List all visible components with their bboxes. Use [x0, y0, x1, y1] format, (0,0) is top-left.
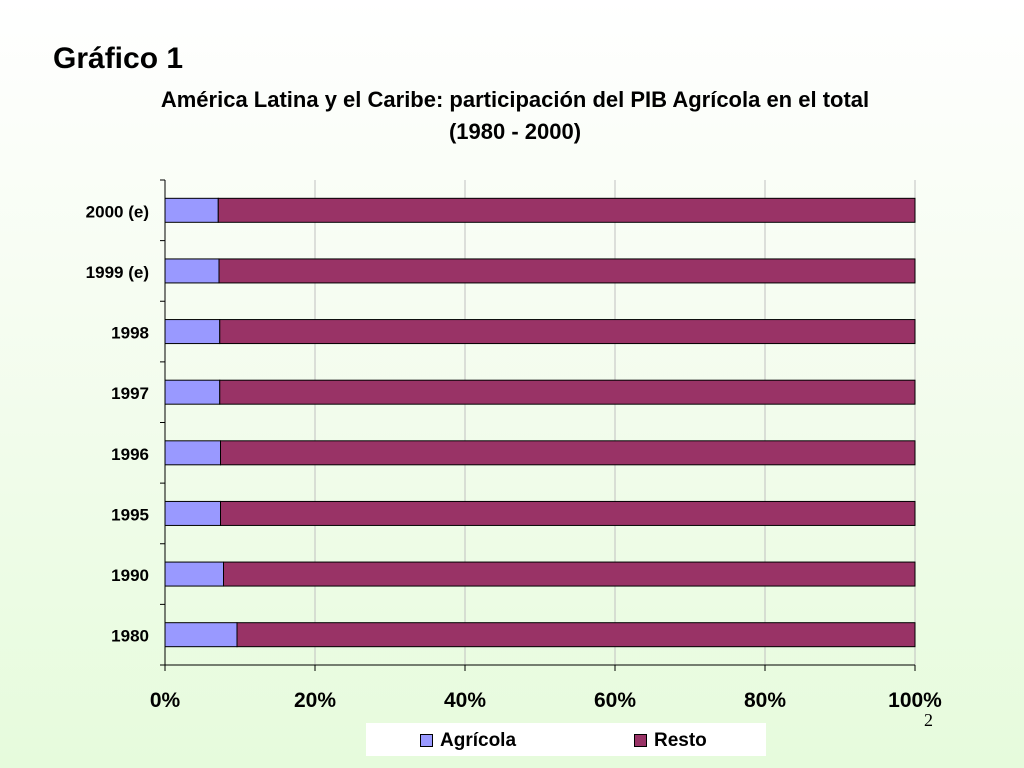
- bar-agricola: [164, 379, 221, 405]
- bar-agricola: [164, 622, 238, 648]
- bar-resto: [219, 319, 916, 345]
- category-label: 1996: [111, 445, 149, 464]
- x-tick-label: 0%: [150, 689, 181, 712]
- bar-agricola: [164, 197, 219, 223]
- page-number: 2: [924, 710, 933, 730]
- chart-title: América Latina y el Caribe: participació…: [160, 87, 870, 144]
- bar-agricola: [164, 258, 220, 284]
- category-label: 1990: [111, 566, 149, 585]
- bar-resto: [217, 197, 916, 223]
- legend-swatch-resto: [634, 734, 647, 747]
- legend-label-resto: Resto: [654, 730, 707, 751]
- bar-agricola: [164, 319, 221, 345]
- x-tick-label: 40%: [444, 689, 486, 712]
- legend-label-agricola: Agrícola: [440, 730, 517, 751]
- bar-resto: [219, 379, 916, 405]
- category-label: 1998: [111, 324, 149, 343]
- category-label: 1995: [111, 505, 149, 524]
- bar-agricola: [164, 440, 221, 466]
- legend-swatch-agricola: [420, 734, 433, 747]
- category-label: 2000 (e): [86, 202, 149, 221]
- bar-agricola: [164, 500, 221, 526]
- x-tick-label: 60%: [594, 689, 636, 712]
- category-label: 1997: [111, 384, 149, 403]
- slide-title: Gráfico 1: [53, 42, 184, 75]
- bar-resto: [236, 622, 916, 648]
- x-tick-label: 20%: [294, 689, 336, 712]
- bar-agricola: [164, 561, 224, 587]
- bar-resto: [218, 258, 916, 284]
- bar-resto: [220, 500, 916, 526]
- x-tick-label: 80%: [744, 689, 786, 712]
- chart-legend: Agrícola Resto: [366, 723, 766, 756]
- category-label: 1980: [111, 627, 149, 646]
- x-tick-label: 100%: [888, 689, 942, 712]
- category-label: 1999 (e): [86, 263, 149, 282]
- bar-resto: [223, 561, 916, 587]
- bar-resto: [220, 440, 916, 466]
